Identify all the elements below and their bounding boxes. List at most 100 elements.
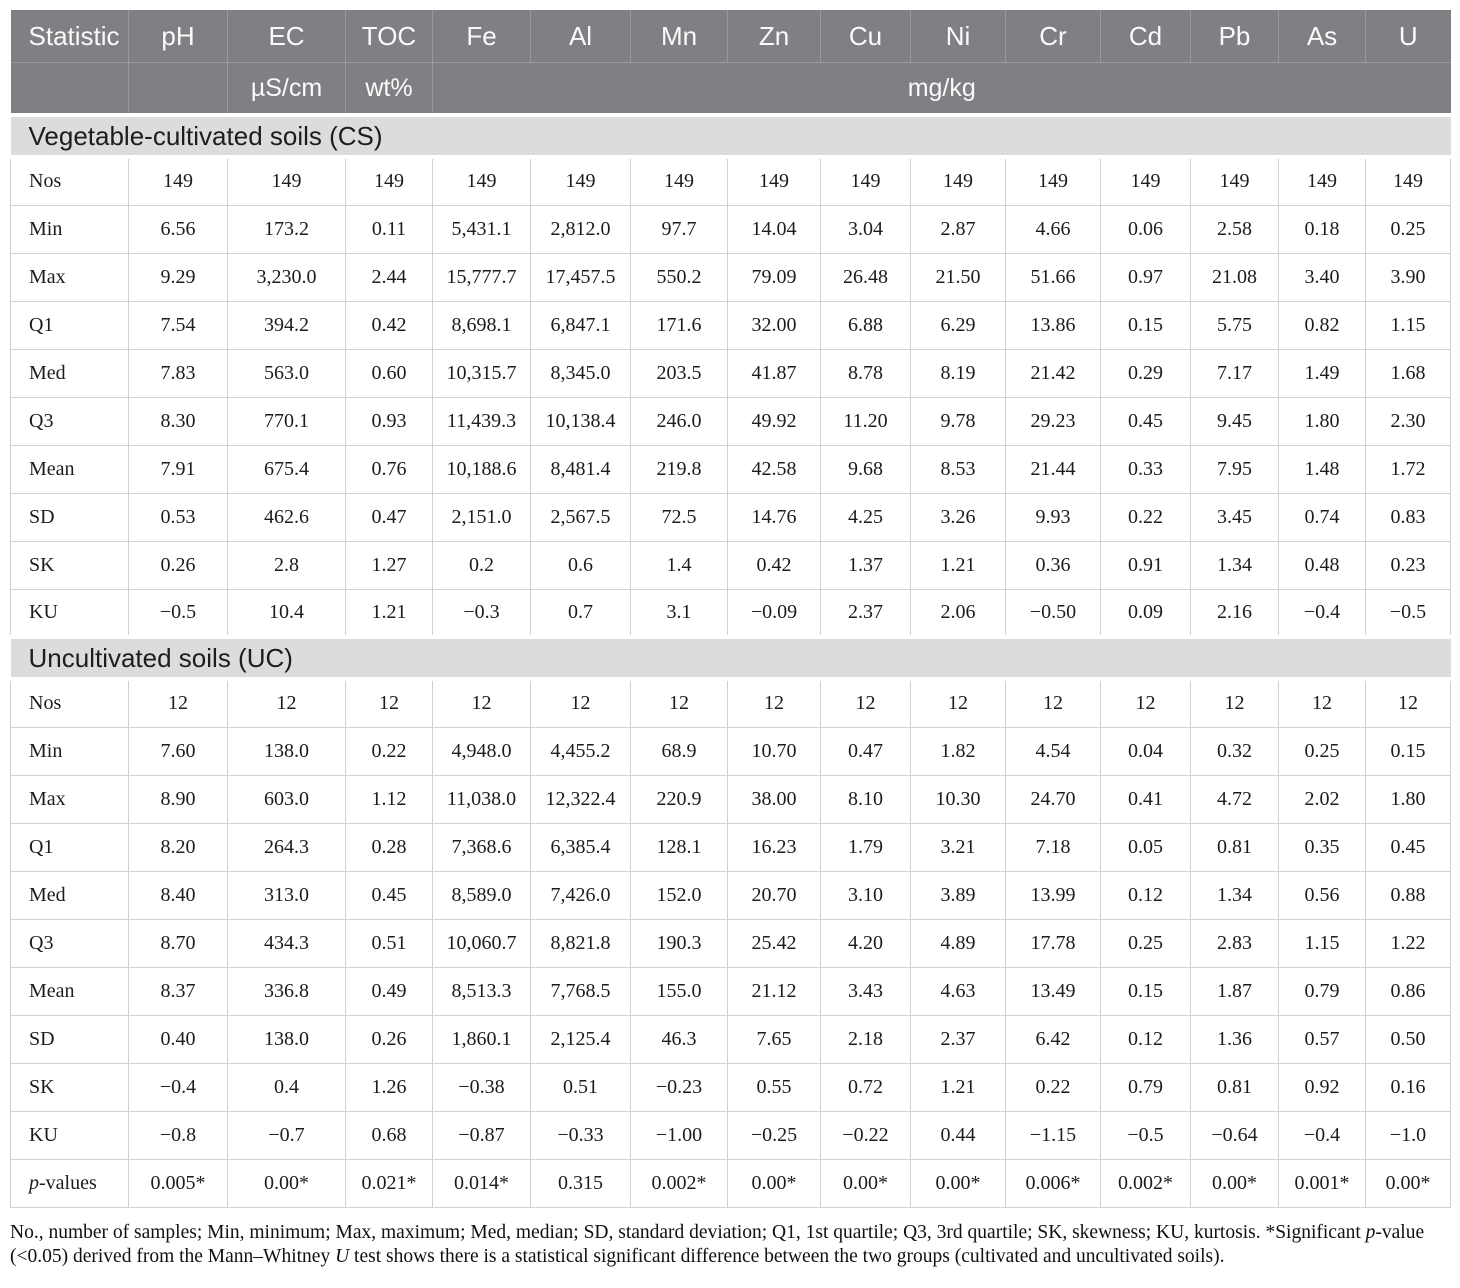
data-cell: 155.0 [630,966,728,1016]
row-label: SK [10,540,129,590]
data-cell: 0.51 [530,1062,631,1112]
data-cell: 0.26 [128,540,228,590]
table-row: Q3 8.70 434.3 0.51 10,060.7 8,821.8 190.3 25.42… [10,918,1451,968]
data-cell: 0.33 [1100,444,1191,494]
data-cell: 1.72 [1365,444,1451,494]
data-cell: 190.3 [630,918,728,968]
data-cell: 0.2 [432,540,531,590]
column-header-cr: Cr [1005,10,1101,63]
row-label: Mean [10,966,129,1016]
data-cell: 0.72 [820,1062,911,1112]
data-cell: 675.4 [227,444,346,494]
data-cell: 0.00* [820,1158,911,1208]
data-cell: 0.93 [345,396,433,446]
row-label: Q1 [10,300,129,350]
data-cell: 3.89 [910,870,1006,920]
column-header-toc: TOC [345,10,433,63]
data-cell: 0.82 [1278,300,1366,350]
row-label: Q1 [10,822,129,872]
data-cell: 0.18 [1278,204,1366,254]
data-cell: 550.2 [630,252,728,302]
data-cell: −0.64 [1190,1110,1279,1160]
table-row: Q1 8.20 264.3 0.28 7,368.6 6,385.4 128.1 16.23 1… [10,822,1451,872]
data-cell: 4,948.0 [432,726,531,776]
data-cell: 0.42 [727,540,821,590]
data-cell: 0.22 [1100,492,1191,542]
data-cell: 0.42 [345,300,433,350]
data-cell: 149 [630,156,728,206]
data-cell: 1.79 [820,822,911,872]
row-label: SK [10,1062,129,1112]
data-cell: 1.49 [1278,348,1366,398]
data-cell: 1.21 [345,588,433,638]
data-cell: 0.014* [432,1158,531,1208]
row-label: Min [10,204,129,254]
column-header-statistic: Statistic [10,10,129,63]
data-cell: 0.76 [345,444,433,494]
data-cell: 0.32 [1190,726,1279,776]
data-cell: 10.30 [910,774,1006,824]
row-label: Med [10,348,129,398]
data-cell: 29.23 [1005,396,1101,446]
data-cell: 4.20 [820,918,911,968]
data-cell: 0.315 [530,1158,631,1208]
data-cell: 9.68 [820,444,911,494]
column-header-u: U [1365,10,1451,63]
data-cell: 0.55 [727,1062,821,1112]
data-cell: 41.87 [727,348,821,398]
data-cell: 173.2 [227,204,346,254]
data-cell: 1.15 [1278,918,1366,968]
data-cell: −0.4 [1278,1110,1366,1160]
data-cell: 152.0 [630,870,728,920]
data-cell: 0.15 [1100,966,1191,1016]
data-cell: 7.18 [1005,822,1101,872]
data-cell: 0.92 [1278,1062,1366,1112]
data-cell: 12 [128,678,228,728]
data-cell: 2,567.5 [530,492,631,542]
data-cell: 0.91 [1100,540,1191,590]
column-header-fe: Fe [432,10,531,63]
data-cell: 8.70 [128,918,228,968]
data-cell: 4.66 [1005,204,1101,254]
data-cell: 0.16 [1365,1062,1451,1112]
data-cell: 9.78 [910,396,1006,446]
data-cell: 12 [432,678,531,728]
data-cell: 0.06 [1100,204,1191,254]
data-cell: 6,385.4 [530,822,631,872]
data-cell: 0.74 [1278,492,1366,542]
data-cell: 0.83 [1365,492,1451,542]
data-cell: −0.33 [530,1110,631,1160]
data-cell: 17.78 [1005,918,1101,968]
data-cell: 12 [1190,678,1279,728]
data-cell: 1.80 [1365,774,1451,824]
data-cell: 3,230.0 [227,252,346,302]
row-label: Mean [10,444,129,494]
data-cell: 0.15 [1365,726,1451,776]
data-cell: 42.58 [727,444,821,494]
table-row: SK −0.4 0.4 1.26 −0.38 0.51 −0.23 0.55 0.72 1.21 0… [10,1062,1451,1112]
data-cell: 12,322.4 [530,774,631,824]
table-row: Mean 7.91 675.4 0.76 10,188.6 8,481.4 219.8 42.… [10,444,1451,494]
data-cell: 0.12 [1100,1014,1191,1064]
data-cell: 4,455.2 [530,726,631,776]
data-cell: 0.04 [1100,726,1191,776]
data-cell: 0.7 [530,588,631,638]
table-footnote: No., number of samples; Min, minimum; Ma… [10,1221,1425,1267]
data-cell: 2.02 [1278,774,1366,824]
data-cell: 1.48 [1278,444,1366,494]
data-cell: 0.29 [1100,348,1191,398]
unit-cell-2: µS/cm [227,62,346,115]
data-cell: 0.86 [1365,966,1451,1016]
data-cell: −1.0 [1365,1110,1451,1160]
data-cell: 0.81 [1190,1062,1279,1112]
data-cell: 68.9 [630,726,728,776]
data-cell: 264.3 [227,822,346,872]
data-cell: 0.09 [1100,588,1191,638]
data-cell: 0.005* [128,1158,228,1208]
data-cell: 12 [227,678,346,728]
data-cell: 0.006* [1005,1158,1101,1208]
row-label: SD [10,492,129,542]
data-cell: 603.0 [227,774,346,824]
data-cell: 462.6 [227,492,346,542]
row-label: Q3 [10,396,129,446]
